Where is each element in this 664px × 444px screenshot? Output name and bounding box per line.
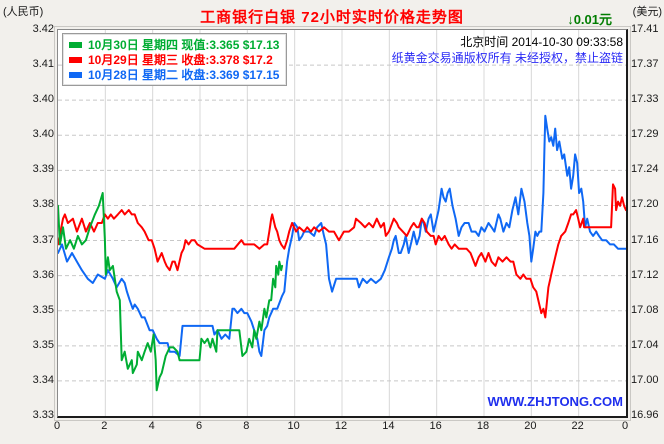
y-axis-label-right: 17.12: [631, 268, 659, 281]
series-line-green-oct30: [58, 192, 284, 392]
right-currency-label: (美元): [632, 6, 662, 18]
chart-legend: 10月30日 星期四 现值:3.365 $17.13 10月29日 星期三 收盘…: [62, 33, 288, 86]
y-axis-label-left: 3.38: [32, 198, 54, 211]
y-axis-label-left: 3.40: [32, 93, 54, 106]
y-axis-label-right: 17.24: [631, 163, 659, 176]
y-axis-label-left: 3.41: [32, 58, 54, 71]
x-axis-label: 2: [101, 420, 108, 432]
x-axis-label: 4: [148, 420, 155, 432]
y-axis-label-right: 17.37: [631, 58, 659, 71]
legend-item-oct29: 10月29日 星期三 收盘:3.378 $17.2: [69, 52, 279, 67]
x-axis-label: 6: [195, 420, 203, 432]
x-axis-label: 16: [429, 420, 442, 432]
y-axis-label-left: 3.37: [32, 233, 54, 246]
legend-swatch-red: [69, 56, 82, 63]
y-axis-label-left: 3.35: [32, 338, 54, 351]
x-axis-label: 0: [53, 420, 61, 432]
y-axis-label-right: 17.08: [631, 303, 659, 316]
left-currency-label: (人民币): [3, 6, 44, 18]
y-axis-label-right: 17.41: [631, 23, 659, 35]
y-axis-label-left: 3.39: [32, 163, 54, 176]
page-title: 工商银行白银 72小时实时价格走势图: [200, 9, 464, 26]
beijing-time-stamp: 北京时间 2014-10-30 09:33:58: [460, 35, 623, 49]
x-axis-label: 18: [476, 420, 490, 432]
price-change-indicator: ↓0.01元: [567, 12, 612, 27]
y-axis-label-left: 3.36: [32, 268, 54, 281]
y-axis-label-right: 17.33: [631, 93, 659, 106]
legend-label: 10月30日 星期四 现值:3.365 $17.13: [88, 38, 280, 52]
y-axis-label-left: 3.34: [32, 373, 54, 386]
y-axis-label-left: 3.42: [32, 23, 54, 35]
y-axis-label-left: 3.33: [32, 409, 54, 421]
x-axis-label: 14: [382, 420, 395, 432]
y-axis-label-right: 17.00: [631, 373, 659, 386]
legend-swatch-green: [69, 41, 82, 48]
x-axis-label: 10: [287, 420, 300, 432]
x-axis-label: 0: [621, 420, 629, 432]
legend-label: 10月29日 星期三 收盘:3.378 $17.2: [88, 53, 273, 67]
site-watermark: WWW.ZHJTONG.COM: [487, 394, 623, 409]
series-line-red-oct29: [58, 183, 626, 319]
y-axis-label-left: 3.35: [32, 303, 54, 316]
y-axis-label-right: 17.04: [631, 338, 659, 351]
y-axis-label-left: 3.40: [32, 128, 54, 141]
legend-label: 10月28日 星期二 收盘:3.369 $17.15: [88, 68, 280, 82]
y-axis-label-right: 17.20: [631, 198, 659, 211]
price-chart-svg: [58, 30, 626, 416]
x-axis-label: 22: [571, 420, 584, 432]
legend-item-oct28: 10月28日 星期二 收盘:3.369 $17.15: [69, 67, 279, 82]
legend-item-oct30: 10月30日 星期四 现值:3.365 $17.13: [69, 37, 279, 52]
x-axis-label: 20: [524, 420, 537, 432]
copyright-notice: 纸黄金交易通版权所有 未经授权，禁止盗链: [391, 51, 623, 65]
price-chart-plot-area: [54, 26, 631, 421]
x-axis-label: 8: [243, 420, 250, 432]
x-axis-label: 12: [334, 420, 348, 432]
y-axis-label-right: 17.16: [631, 233, 659, 246]
y-axis-label-right: 17.29: [631, 128, 659, 141]
legend-swatch-blue: [69, 71, 82, 78]
y-axis-label-right: 16.96: [631, 409, 659, 421]
